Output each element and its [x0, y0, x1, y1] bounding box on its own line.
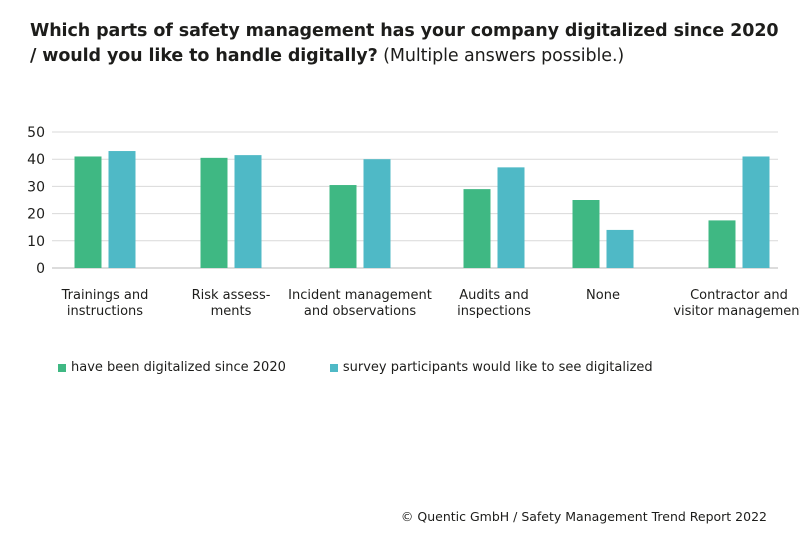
- x-tick-label-1-0: Risk assess-: [192, 288, 271, 303]
- bar-digitalized-5: [708, 220, 736, 268]
- y-tick-label-0: 0: [36, 261, 45, 277]
- bar-digitalized-0: [74, 156, 102, 268]
- y-tick-label-20: 20: [27, 207, 45, 223]
- bar-digitalized-4: [572, 200, 600, 268]
- y-tick-label-40: 40: [27, 152, 45, 168]
- legend: have been digitalized since 2020 survey …: [58, 360, 697, 375]
- x-tick-label-2-1: and observations: [304, 304, 416, 319]
- legend-item-would-like: survey participants would like to see di…: [329, 360, 653, 375]
- legend-item-digitalized: have been digitalized since 2020: [58, 360, 286, 375]
- legend-swatch-digitalized: [58, 363, 66, 372]
- bar-would-like-2: [363, 159, 391, 268]
- source-note: © Quentic GmbH / Safety Management Trend…: [400, 509, 767, 524]
- legend-label-would-like: survey participants would like to see di…: [342, 360, 653, 375]
- legend-label-digitalized: have been digitalized since 2020: [71, 360, 286, 375]
- x-tick-label-4-0: None: [586, 288, 620, 303]
- y-tick-label-50: 50: [27, 125, 45, 141]
- x-tick-label-0-1: instructions: [67, 304, 143, 319]
- y-tick-label-30: 30: [27, 179, 45, 195]
- legend-swatch-would-like: [329, 363, 338, 372]
- x-tick-label-5-1: visitor management: [673, 304, 800, 319]
- chart-title-note: (Multiple answers possible.): [377, 46, 625, 66]
- x-tick-label-3-0: Audits and: [459, 288, 528, 303]
- chart-title: Which parts of safety management has you…: [30, 19, 780, 69]
- bar-digitalized-3: [463, 189, 491, 268]
- x-tick-label-1-1: ments: [211, 304, 252, 319]
- x-tick-label-5-0: Contractor and: [690, 288, 788, 303]
- bar-would-like-5: [742, 156, 770, 268]
- bar-would-like-4: [606, 229, 634, 268]
- bar-would-like-0: [108, 151, 136, 268]
- bar-digitalized-2: [329, 185, 357, 268]
- x-tick-label-3-1: inspections: [457, 304, 531, 319]
- bar-would-like-3: [497, 167, 525, 268]
- bar-would-like-1: [234, 155, 262, 268]
- x-tick-label-2-0: Incident management: [288, 288, 432, 303]
- x-tick-label-0-0: Trainings and: [61, 288, 149, 303]
- chart-title-main: Which parts of safety management has you…: [30, 21, 779, 66]
- y-tick-label-10: 10: [27, 234, 45, 250]
- bar-digitalized-1: [200, 157, 228, 268]
